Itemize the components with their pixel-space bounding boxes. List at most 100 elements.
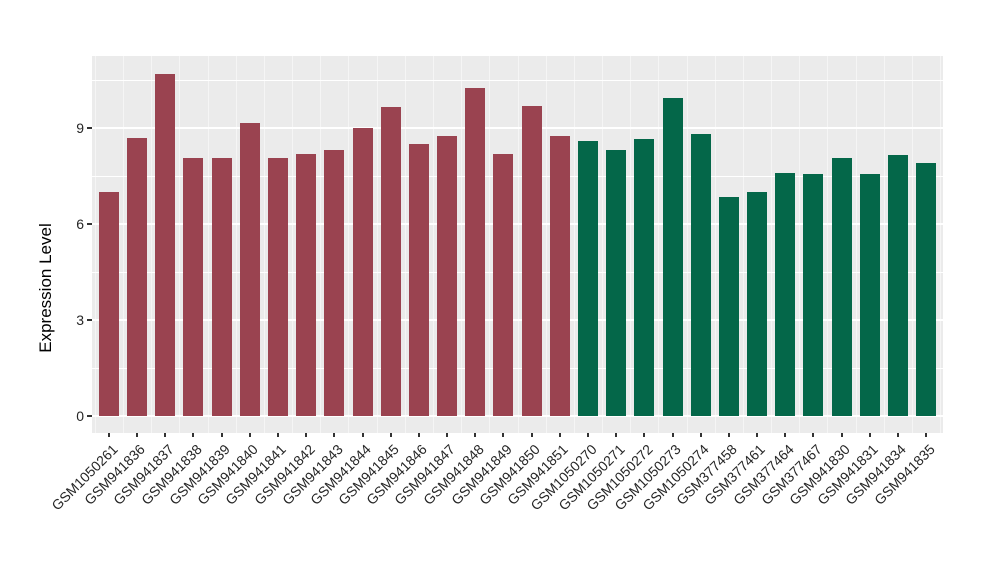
x-tick-mark (446, 433, 449, 437)
gridline-vertical (545, 56, 547, 433)
x-tick-mark (305, 433, 308, 437)
x-tick-mark (727, 433, 730, 437)
bar-GSM941851 (549, 136, 570, 416)
x-tick-mark (868, 433, 871, 437)
gridline-vertical (489, 56, 491, 433)
y-tick-mark (87, 319, 92, 321)
gridline-vertical (714, 56, 716, 433)
bar-GSM1050271 (606, 150, 627, 416)
gridline-vertical (432, 56, 434, 433)
x-tick-mark (164, 433, 167, 437)
x-tick-mark (107, 433, 110, 437)
x-tick-mark (812, 433, 815, 437)
gridline-vertical (404, 56, 406, 433)
bar-GSM941836 (127, 137, 148, 416)
gridline-vertical (348, 56, 350, 433)
x-tick-mark (896, 433, 899, 437)
bar-GSM941850 (521, 105, 542, 416)
bar-GSM1050261 (98, 192, 119, 416)
gridline-vertical (602, 56, 604, 433)
x-tick-mark (756, 433, 759, 437)
x-tick-mark (530, 433, 533, 437)
x-tick-mark (192, 433, 195, 437)
gridline-vertical (94, 56, 96, 433)
x-tick-mark (276, 433, 279, 437)
x-tick-mark (502, 433, 505, 437)
gridline-minor (92, 272, 943, 273)
gridline-vertical (122, 56, 124, 433)
gridline-major (92, 127, 943, 129)
x-tick-mark (474, 433, 477, 437)
gridline-vertical (912, 56, 914, 433)
bar-GSM1050272 (634, 139, 655, 416)
x-tick-mark (925, 433, 928, 437)
y-tick-label: 6 (76, 216, 84, 232)
bar-GSM941844 (352, 128, 373, 416)
bar-GSM941846 (408, 144, 429, 416)
bar-GSM1050270 (577, 140, 598, 416)
gridline-vertical (799, 56, 801, 433)
bar-GSM941843 (324, 150, 345, 416)
gridline-vertical (517, 56, 519, 433)
bar-GSM941834 (887, 155, 908, 416)
bar-GSM1050274 (690, 134, 711, 416)
gridline-vertical (573, 56, 575, 433)
x-tick-mark (671, 433, 674, 437)
gridline-major (92, 415, 943, 417)
gridline-minor (92, 80, 943, 81)
bar-GSM941848 (465, 88, 486, 416)
x-tick-mark (248, 433, 251, 437)
gridline-vertical (658, 56, 660, 433)
bar-GSM941835 (916, 163, 937, 416)
bar-GSM941840 (239, 123, 260, 416)
gridline-vertical (179, 56, 181, 433)
gridline-vertical (263, 56, 265, 433)
gridline-major (92, 319, 943, 321)
bar-GSM941831 (859, 174, 880, 416)
plot-panel (92, 56, 943, 433)
gridline-vertical (376, 56, 378, 433)
gridline-vertical (883, 56, 885, 433)
bar-GSM377461 (747, 192, 768, 416)
x-tick-mark (333, 433, 336, 437)
x-tick-mark (586, 433, 589, 437)
y-tick-label: 9 (76, 120, 84, 136)
bar-GSM377464 (775, 172, 796, 416)
bar-GSM941849 (493, 153, 514, 416)
y-tick-label: 0 (76, 408, 84, 424)
bar-GSM941842 (296, 153, 317, 416)
gridline-vertical (630, 56, 632, 433)
bar-GSM941845 (380, 107, 401, 416)
bar-GSM941838 (183, 158, 204, 416)
bar-GSM377467 (803, 174, 824, 416)
x-tick-mark (643, 433, 646, 437)
bar-GSM941839 (211, 158, 232, 416)
x-tick-mark (220, 433, 223, 437)
x-tick-mark (615, 433, 618, 437)
x-tick-mark (840, 433, 843, 437)
bar-GSM941837 (155, 73, 176, 416)
x-tick-mark (699, 433, 702, 437)
gridline-vertical (292, 56, 294, 433)
y-tick-label: 3 (76, 312, 84, 328)
gridline-vertical (207, 56, 209, 433)
gridline-major (92, 223, 943, 225)
gridline-vertical (855, 56, 857, 433)
y-tick-mark (87, 223, 92, 225)
gridline-vertical (235, 56, 237, 433)
gridline-vertical (771, 56, 773, 433)
bar-GSM941847 (437, 136, 458, 416)
gridline-vertical (940, 56, 942, 433)
gridline-vertical (686, 56, 688, 433)
x-tick-mark (136, 433, 139, 437)
bar-GSM377458 (718, 196, 739, 416)
bar-GSM941830 (831, 158, 852, 416)
x-tick-mark (784, 433, 787, 437)
gridline-vertical (320, 56, 322, 433)
y-tick-mark (87, 127, 92, 129)
x-tick-mark (558, 433, 561, 437)
bar-GSM1050273 (662, 97, 683, 416)
x-tick-mark (361, 433, 364, 437)
x-tick-mark (389, 433, 392, 437)
